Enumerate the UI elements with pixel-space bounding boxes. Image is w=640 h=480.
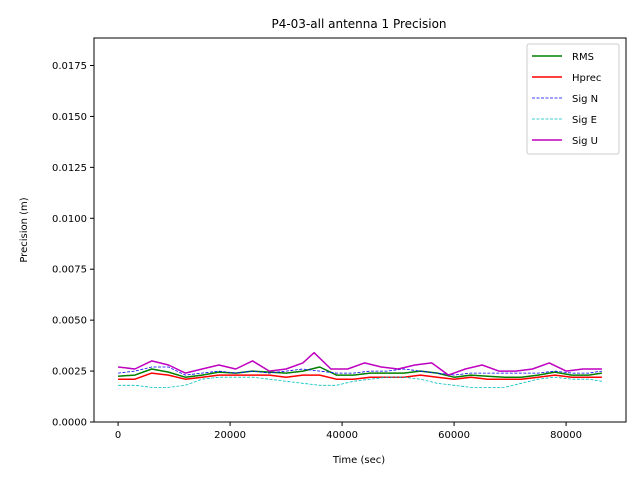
y-tick-label: 0.0025	[52, 367, 87, 378]
series-line-rms	[118, 366, 603, 378]
y-tick-label: 0.0100	[52, 214, 87, 225]
legend-box	[526, 43, 620, 155]
y-tick-label: 0.0150	[52, 112, 87, 123]
legend-label: RMS	[572, 52, 594, 63]
x-tick-label: 60000	[438, 430, 470, 441]
y-tick-label: 0.0125	[52, 163, 87, 174]
x-tick-label: 20000	[214, 430, 246, 441]
y-tick-label: 0.0075	[52, 265, 87, 276]
x-tick-label: 0	[115, 430, 121, 441]
x-axis-ticks: 0 20000 40000 60000 80000	[115, 422, 582, 441]
legend: RMS Hprec Sig N Sig E Sig U	[526, 43, 620, 155]
y-tick-label: 0.0175	[52, 61, 87, 72]
series-line-hprec	[118, 372, 602, 380]
y-axis-label: Precision (m)	[19, 197, 30, 262]
series-line-sig-n	[118, 366, 602, 376]
series-line-sig-e	[118, 376, 602, 388]
series-line-sig-u	[118, 351, 602, 376]
legend-label: Sig U	[572, 136, 598, 147]
legend-label: Sig E	[572, 115, 597, 126]
y-tick-label: 0.0000	[52, 418, 87, 429]
plot-frame	[93, 37, 627, 423]
x-axis-label: Time (sec)	[332, 455, 385, 466]
chart-title: P4-03-all antenna 1 Precision	[271, 17, 446, 31]
plot-series-group	[118, 351, 603, 388]
x-tick-label: 40000	[326, 430, 358, 441]
y-axis-ticks: 0.0000 0.0025 0.0050 0.0075 0.0100 0.0125 0.01…	[52, 61, 94, 429]
legend-label: Hprec	[572, 73, 601, 84]
y-tick-label: 0.0050	[52, 316, 87, 327]
legend-label: Sig N	[572, 94, 598, 105]
x-tick-label: 80000	[550, 430, 582, 441]
